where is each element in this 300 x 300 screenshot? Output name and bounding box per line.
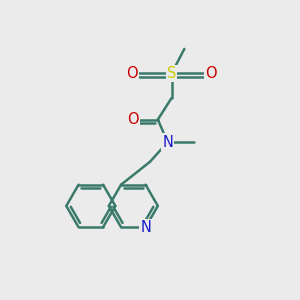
Text: N: N: [140, 220, 151, 235]
Text: O: O: [128, 112, 139, 127]
Text: O: O: [205, 66, 217, 81]
Text: N: N: [162, 135, 173, 150]
Text: S: S: [167, 66, 176, 81]
Text: O: O: [127, 66, 138, 81]
